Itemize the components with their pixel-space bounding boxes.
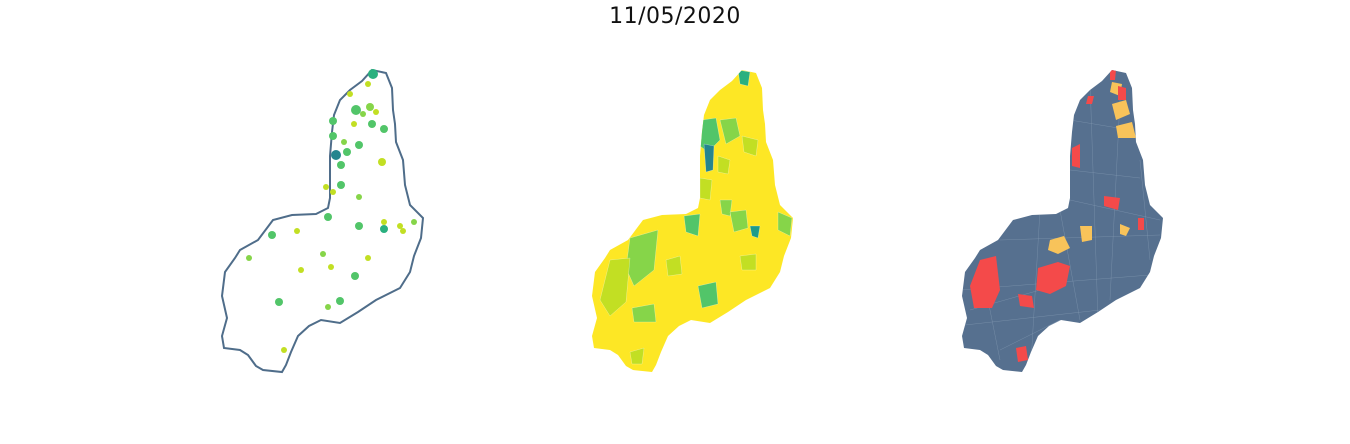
high-class-area: [1086, 96, 1094, 104]
municipality: [729, 209, 749, 233]
municipal-boundary: [1059, 209, 1081, 321]
municipality-point: [381, 219, 387, 225]
municipal-boundary: [1069, 169, 1141, 179]
municipality-point: [351, 272, 359, 280]
municipality: [703, 143, 715, 173]
municipality-point: [281, 347, 287, 353]
municipality: [719, 117, 741, 145]
municipality: [717, 155, 731, 175]
municipality-point: [330, 189, 336, 195]
municipality: [737, 70, 751, 87]
municipality-point: [366, 103, 374, 111]
municipality-point: [329, 117, 337, 125]
municipal-boundary: [964, 309, 1101, 326]
medium-class-area: [1112, 100, 1130, 120]
municipality-point: [360, 111, 366, 117]
high-class-area: [1018, 294, 1034, 308]
municipality-point: [378, 158, 386, 166]
municipality-point: [351, 121, 357, 127]
municipality-point: [400, 228, 406, 234]
municipality-point: [347, 91, 353, 97]
municipality: [699, 177, 713, 201]
high-class-area: [1118, 86, 1126, 100]
municipality: [683, 213, 701, 237]
municipality: [631, 303, 657, 323]
municipality-point: [336, 297, 344, 305]
high-class-area: [970, 256, 1000, 308]
municipal-boundary: [999, 234, 1161, 241]
medium-class-area: [1048, 236, 1070, 254]
municipality-point: [365, 255, 371, 261]
figure-title: 11/05/2020: [609, 4, 741, 29]
municipality: [777, 211, 793, 237]
municipality-point: [355, 141, 363, 149]
state-outline: [220, 68, 425, 374]
municipality-point: [275, 298, 283, 306]
municipality-point: [380, 225, 388, 233]
municipality: [665, 255, 683, 277]
points-map: [200, 60, 460, 390]
medium-class-area: [1116, 122, 1136, 138]
municipality-point: [320, 251, 326, 257]
high-class-area: [1072, 144, 1080, 168]
high-class-area: [1036, 262, 1070, 294]
municipality-point: [328, 264, 334, 270]
municipality-point: [268, 231, 276, 239]
choropleth-map-svg: [592, 70, 793, 372]
municipal-boundary: [1069, 199, 1161, 221]
municipality: [741, 135, 759, 157]
high-class-area: [1016, 346, 1028, 362]
high-class-area: [1104, 196, 1120, 210]
municipality-point: [368, 69, 378, 79]
municipality-point: [324, 213, 332, 221]
municipality-point: [368, 120, 376, 128]
medium-class-area: [1120, 224, 1130, 236]
high-class-area: [1138, 218, 1144, 230]
choropleth-map: [570, 60, 830, 390]
municipality-point: [365, 81, 371, 87]
municipality: [629, 347, 645, 365]
municipality-point: [298, 267, 304, 273]
municipal-boundary: [999, 319, 1061, 351]
municipality-point: [294, 228, 300, 234]
state-fill: [962, 70, 1163, 372]
points-map-svg: [220, 68, 425, 374]
high-class-area: [1110, 70, 1116, 80]
municipality: [697, 281, 719, 309]
municipal-boundary: [1139, 159, 1151, 261]
municipality-point: [341, 139, 347, 145]
classified-map-svg: [962, 70, 1163, 372]
municipality-point: [380, 125, 388, 133]
municipality-point: [343, 148, 351, 156]
medium-class-area: [1080, 226, 1092, 242]
municipality-point: [246, 255, 252, 261]
municipality-point: [411, 219, 417, 225]
municipality-point: [337, 161, 345, 169]
classified-map: [940, 60, 1200, 390]
municipality-point: [329, 132, 337, 140]
municipality-point: [355, 222, 363, 230]
municipality-point: [356, 194, 362, 200]
municipality: [749, 225, 761, 239]
municipality: [739, 253, 757, 271]
municipality-point: [337, 181, 345, 189]
municipality: [599, 257, 631, 317]
municipality-point: [325, 304, 331, 310]
municipality-point: [323, 184, 329, 190]
municipality-point: [397, 223, 403, 229]
municipality-point: [351, 105, 361, 115]
municipality: [719, 199, 733, 217]
municipality-point: [331, 150, 341, 160]
municipality-point: [373, 109, 379, 115]
